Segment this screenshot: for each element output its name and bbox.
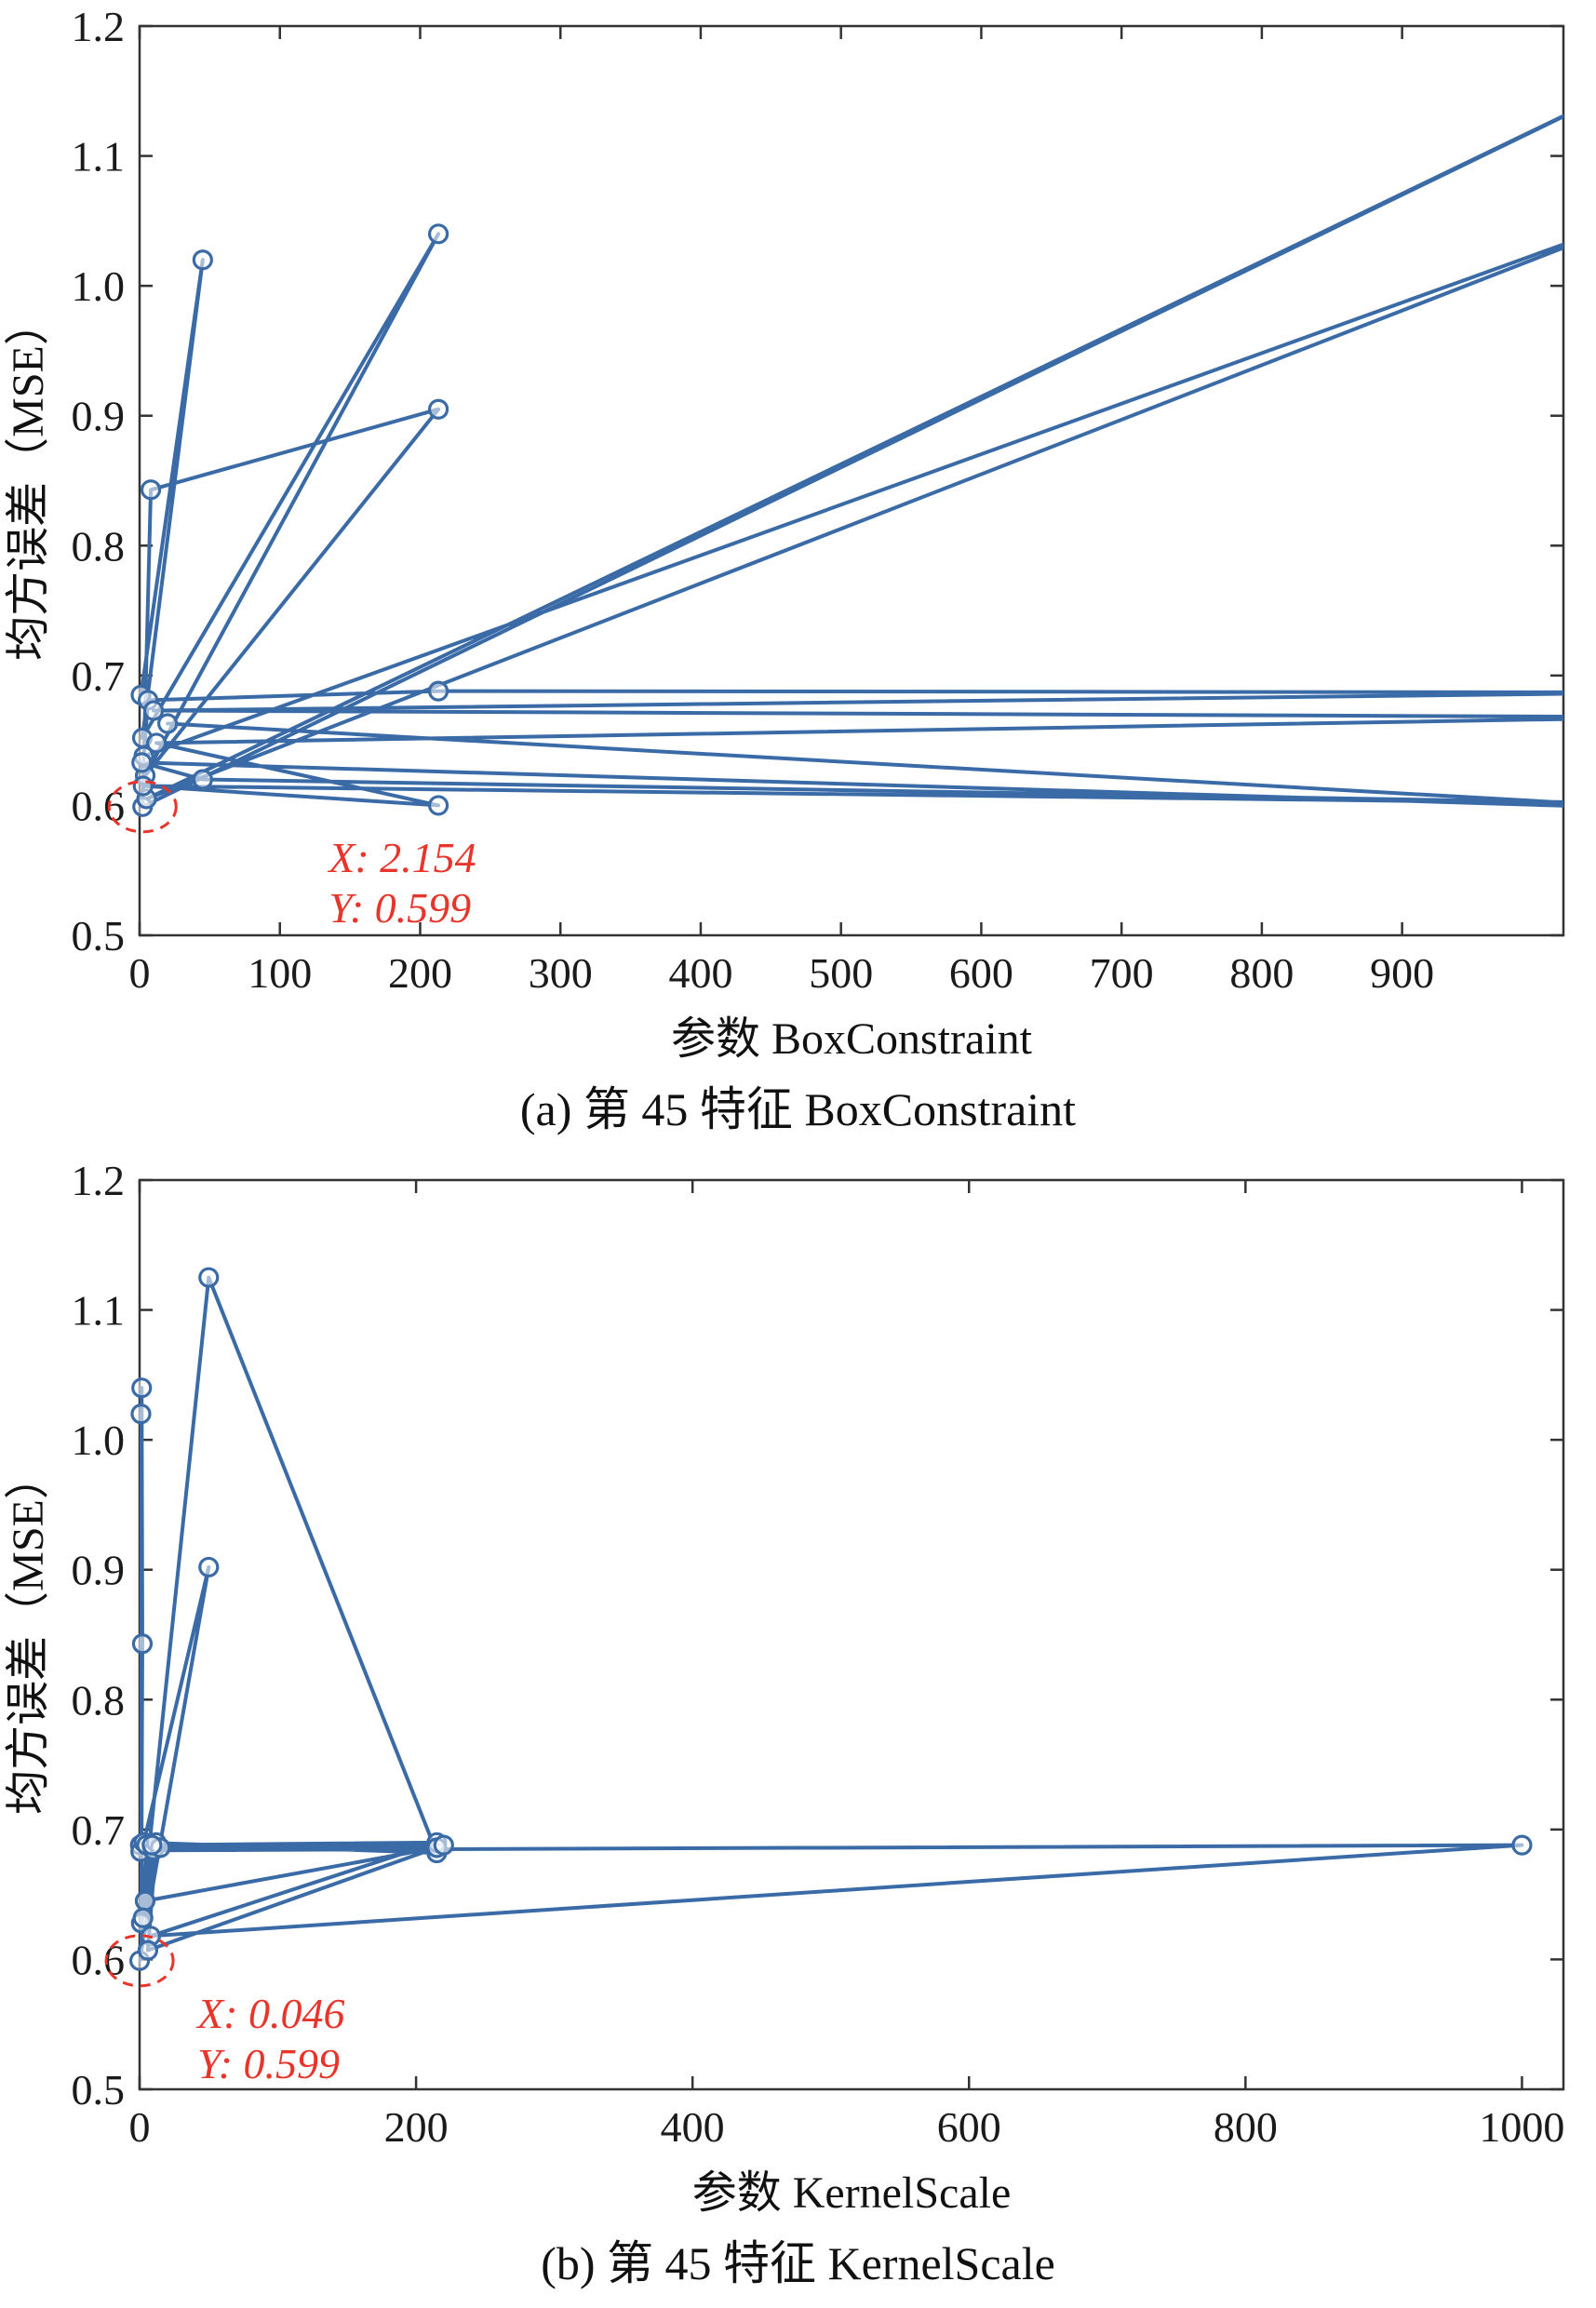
x-tick-label: 800 <box>1229 949 1294 997</box>
figure-a: 0 100 200 300 400 500 600 700 800 900 0.5 0.6 0.7 0.8… <box>4 3 1565 1135</box>
x-tick-label: 700 <box>1090 949 1154 997</box>
x-axis-label: 参数 BoxConstraint <box>671 1014 1033 1064</box>
x-axis-label: 参数 KernelScale <box>692 2168 1012 2218</box>
data-point-marker <box>427 680 449 702</box>
annotation-y-value: Y: 0.599 <box>197 2040 340 2087</box>
y-tick-label: 1.0 <box>72 1416 126 1464</box>
y-tick-label: 0.9 <box>72 1547 126 1594</box>
x-tick-label: 600 <box>949 949 1013 997</box>
y-tick-label: 0.7 <box>72 1806 126 1854</box>
y-tick-label: 1.2 <box>72 1157 126 1204</box>
x-tick-label: 100 <box>248 949 312 997</box>
data-point-marker <box>433 1834 454 1856</box>
best-point-highlight-circle <box>104 1934 175 1988</box>
x-tick-label: 0 <box>129 949 151 997</box>
series-group <box>140 114 1563 809</box>
data-point-marker <box>427 795 449 816</box>
x-tick-label: 400 <box>668 949 732 997</box>
data-point-marker <box>141 1834 163 1856</box>
y-tick-label: 0.5 <box>72 2066 126 2113</box>
data-point-marker <box>427 223 449 245</box>
y-tick-label: 1.2 <box>72 3 126 50</box>
x-tick-label: 600 <box>937 2103 1001 2151</box>
figure-b: 0 200 400 600 800 1000 0.5 0.6 0.7 0.8 0.9 1.0 1.1 1.… <box>0 1154 1596 2308</box>
chart-a-svg: 0 100 200 300 400 500 600 700 800 9000.50.60.70.8… <box>4 3 1565 1064</box>
x-tick-label: 200 <box>384 2103 449 2151</box>
x-tick-label: 0 <box>129 2103 151 2151</box>
y-tick-label: 0.7 <box>72 652 126 700</box>
x-tick-label: 1000 <box>1479 2103 1564 2151</box>
y-tick-label: 0.5 <box>72 912 126 959</box>
data-point-marker <box>145 732 168 754</box>
data-point-marker <box>192 249 213 271</box>
annotation-y-value: Y: 0.599 <box>329 884 471 932</box>
x-tick-label: 200 <box>388 949 452 997</box>
data-point-marker <box>134 1890 156 1912</box>
best-point-highlight-circle <box>107 780 178 834</box>
y-tick-label: 0.9 <box>72 393 126 440</box>
x-tick-label: 400 <box>661 2103 725 2151</box>
y-tick-label: 0.8 <box>72 1676 126 1724</box>
optimization-trace-kernelscale-line <box>140 1275 1524 1963</box>
data-point-marker <box>131 1633 154 1655</box>
series-group <box>140 1275 1524 1963</box>
data-point-marker <box>157 713 179 734</box>
figure-a-caption: (a) 第 45 特征 BoxConstraint <box>519 1083 1077 1135</box>
x-tick-label: 300 <box>529 949 593 997</box>
x-tick-label: 800 <box>1214 2103 1278 2151</box>
y-tick-label: 1.1 <box>72 1287 126 1335</box>
figure-b-caption: (b) 第 45 特征 KernelScale <box>541 2237 1055 2289</box>
data-point-marker <box>131 1377 153 1399</box>
x-tick-label: 900 <box>1370 949 1434 997</box>
data-point-marker <box>131 752 153 773</box>
data-point-marker <box>198 1267 220 1288</box>
y-tick-label: 1.0 <box>72 262 126 310</box>
data-point-marker <box>427 398 449 420</box>
y-tick-label: 0.8 <box>72 522 126 570</box>
plot-border <box>138 1178 1565 2091</box>
data-point-marker <box>142 700 165 721</box>
optimization-trace-boxconstraint-line <box>140 114 1563 809</box>
data-point-marker <box>132 775 154 797</box>
data-point-marker <box>137 1939 159 1961</box>
data-point-marker <box>192 769 213 790</box>
data-point-marker <box>140 479 162 501</box>
data-point-marker <box>198 1556 220 1578</box>
annotation-x-value: X: 2.154 <box>327 834 476 881</box>
chart-b-svg: 0 200 400 600 800 10000.50.60.70.80.91.01.11.… <box>4 1157 1565 2218</box>
y-axis-label: 均方误差（MSE） <box>4 1455 53 1815</box>
data-point-marker <box>132 1907 154 1928</box>
x-tick-label: 500 <box>809 949 873 997</box>
annotation-x-value: X: 0.046 <box>195 1990 344 2037</box>
data-point-marker <box>130 1403 152 1425</box>
data-point-marker <box>1511 1834 1533 1856</box>
y-axis-label: 均方误差（MSE） <box>4 301 53 661</box>
y-tick-label: 1.1 <box>72 133 126 181</box>
plot-border <box>138 24 1565 937</box>
